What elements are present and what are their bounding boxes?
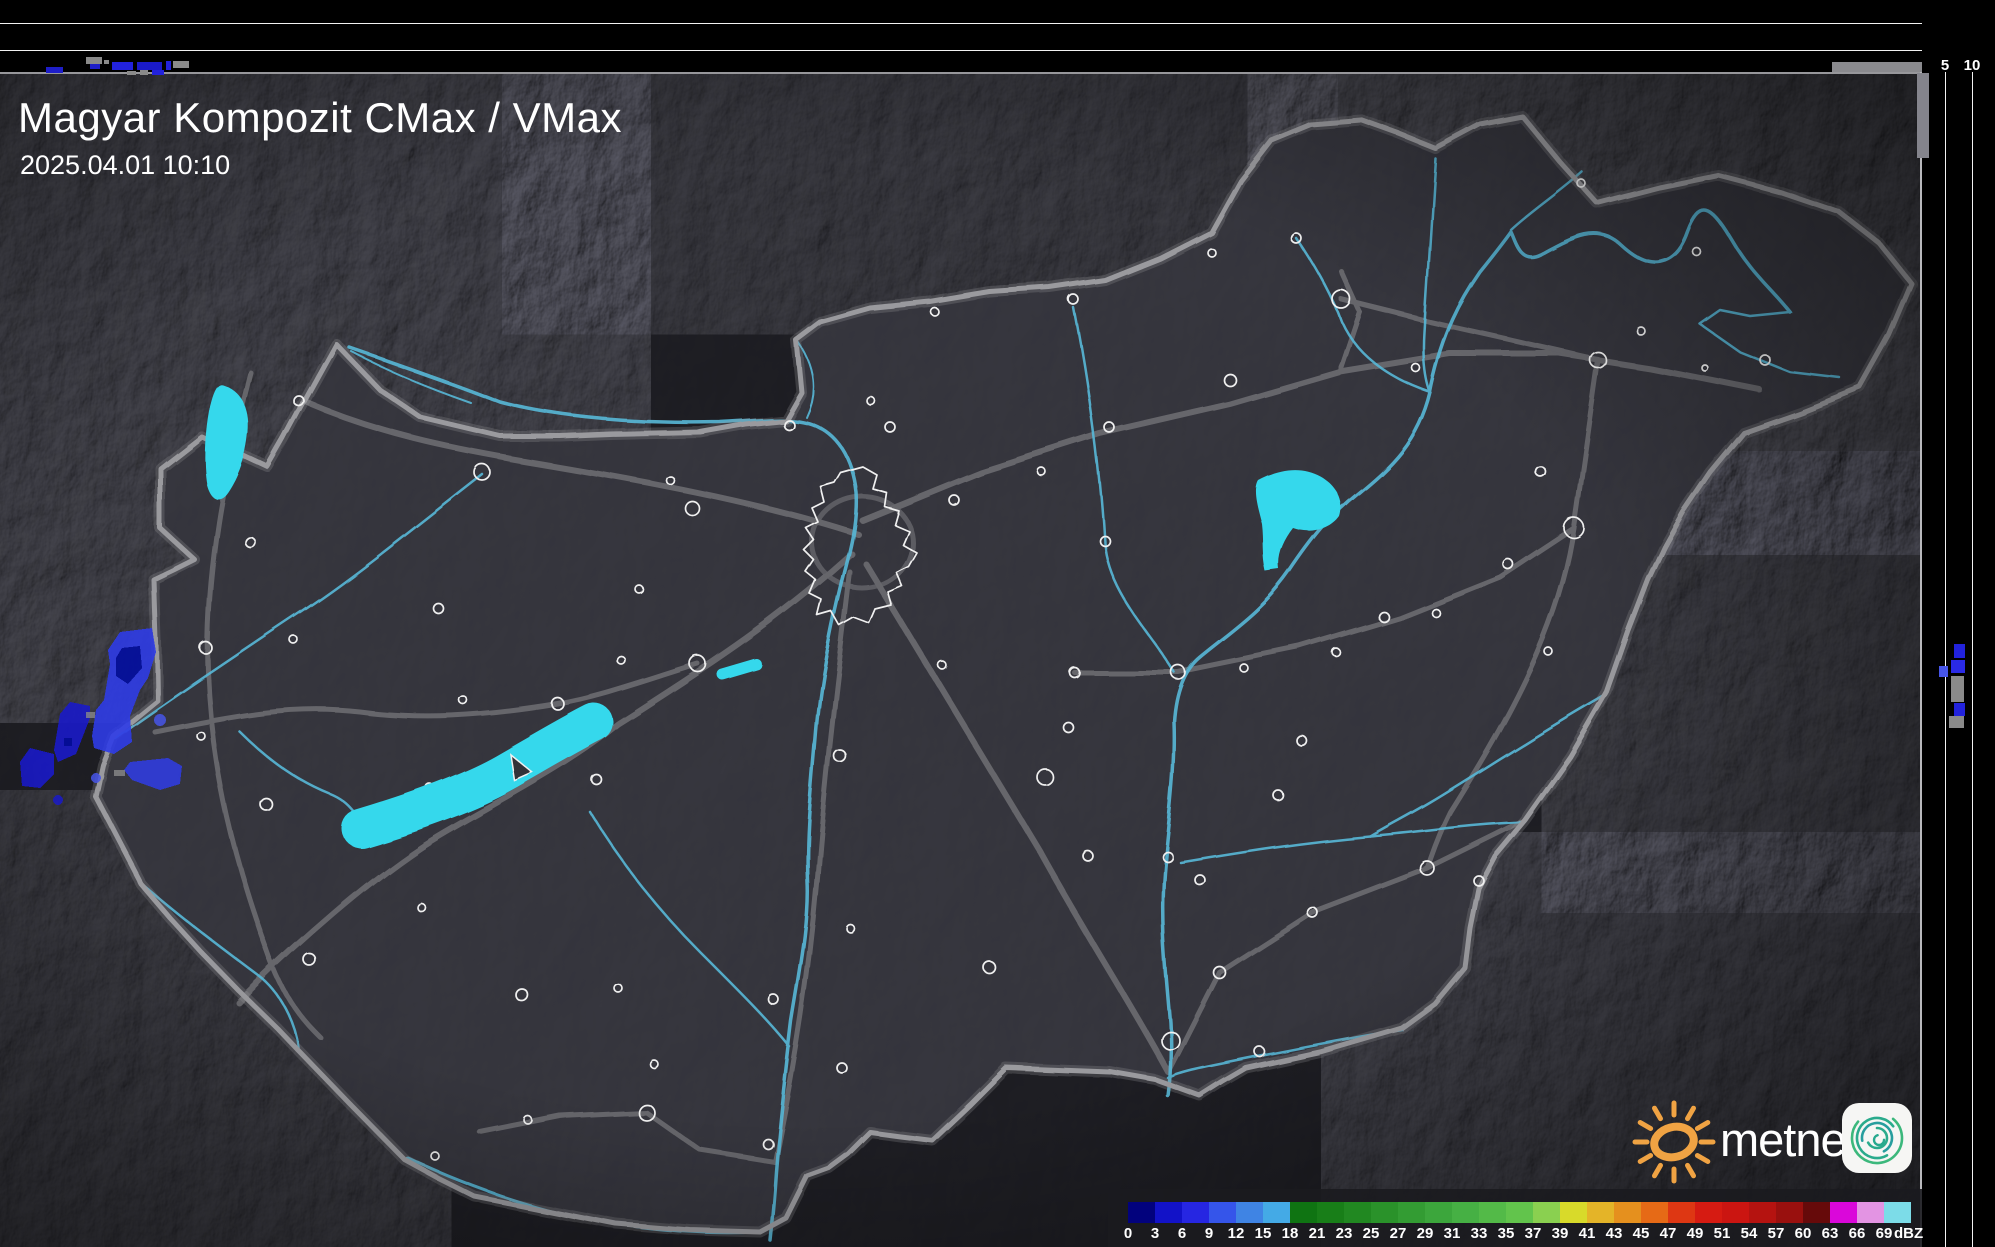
colorbar-tick-label: 15 xyxy=(1254,1225,1272,1242)
history-echo-mark xyxy=(104,60,109,64)
history-gridline-10 xyxy=(0,23,1922,24)
colorbar-tick-label: 35 xyxy=(1497,1225,1515,1242)
colorbar-tick-label: 60 xyxy=(1794,1225,1812,1242)
history-echo-mark xyxy=(152,70,164,75)
map-right-edge xyxy=(1920,72,1922,1247)
colorbar-swatch xyxy=(1182,1202,1209,1223)
colorbar-tick-label: 29 xyxy=(1416,1225,1434,1242)
timestamp-label: 2025.04.01 10:10 xyxy=(20,150,231,180)
colorbar-tick-label: 0 xyxy=(1123,1225,1133,1242)
profile-gridline-5 xyxy=(1945,72,1946,1247)
colorbar-swatch xyxy=(1398,1202,1425,1223)
colorbar-swatch xyxy=(1371,1202,1398,1223)
colorbar-tick-label: 69 xyxy=(1875,1225,1893,1242)
colorbar-swatch xyxy=(1236,1202,1263,1223)
map-top-edge-accent xyxy=(1832,62,1922,72)
history-echo-mark xyxy=(173,61,189,68)
colorbar-swatch xyxy=(1155,1202,1182,1223)
colorbar-tick-label: 18 xyxy=(1281,1225,1299,1242)
colorbar-swatch xyxy=(1128,1202,1155,1223)
history-echo-mark xyxy=(166,61,171,70)
profile-axis-tick: 10 xyxy=(1963,57,1981,74)
colorbar-tick-label: 25 xyxy=(1362,1225,1380,1242)
colorbar-swatch xyxy=(1560,1202,1587,1223)
colorbar-swatch xyxy=(1830,1202,1857,1223)
page-title: Magyar Kompozit CMax / VMax xyxy=(18,94,623,141)
colorbar-swatch xyxy=(1317,1202,1344,1223)
colorbar-tick-label: 6 xyxy=(1177,1225,1187,1242)
profile-echo-mark xyxy=(1949,716,1964,728)
colorbar-swatch xyxy=(1425,1202,1452,1223)
colorbar-swatch xyxy=(1533,1202,1560,1223)
colorbar-tick-label: 3 xyxy=(1150,1225,1160,1242)
colorbar-tick-label: 12 xyxy=(1227,1225,1245,1242)
colorbar-swatch xyxy=(1641,1202,1668,1223)
profile-echo-mark xyxy=(1954,703,1965,716)
colorbar-swatch xyxy=(1209,1202,1236,1223)
map-canvas[interactable] xyxy=(0,72,1922,1247)
colorbar-tick-label: 33 xyxy=(1470,1225,1488,1242)
history-echo-mark xyxy=(90,64,100,69)
colorbar-swatch xyxy=(1506,1202,1533,1223)
profile-echo-mark xyxy=(1951,676,1964,702)
colorbar-tick-label: 23 xyxy=(1335,1225,1353,1242)
profile-echo-mark xyxy=(1954,644,1965,658)
colorbar-unit-label: dBZ xyxy=(1894,1225,1924,1242)
colorbar-tick-label: 43 xyxy=(1605,1225,1623,1242)
colorbar-swatch xyxy=(1290,1202,1317,1223)
dbz-colorbar: 0 3 6 9 12 15 18 21 23 25 27 29 31 33 35 37 39 41 43 45 47 49… xyxy=(1108,1189,1924,1247)
colorbar-tick-label: 66 xyxy=(1848,1225,1866,1242)
colorbar-swatch xyxy=(1776,1202,1803,1223)
radar-history-panel[interactable] xyxy=(0,0,1922,74)
history-echo-mark xyxy=(86,57,102,64)
colorbar-swatch xyxy=(1344,1202,1371,1223)
colorbar-tick-label: 45 xyxy=(1632,1225,1650,1242)
vignette xyxy=(0,72,1922,1247)
history-echo-mark xyxy=(127,71,136,75)
history-echo-mark xyxy=(46,67,63,73)
colorbar-tick-label: 51 xyxy=(1713,1225,1731,1242)
colorbar-swatch xyxy=(1479,1202,1506,1223)
colorbar-swatch xyxy=(1722,1202,1749,1223)
colorbar-tick-label: 21 xyxy=(1308,1225,1326,1242)
colorbar-tick-label: 54 xyxy=(1740,1225,1758,1242)
colorbar-tick-label: 39 xyxy=(1551,1225,1569,1242)
colorbar-swatch xyxy=(1695,1202,1722,1223)
colorbar-tick-label: 41 xyxy=(1578,1225,1596,1242)
colorbar-swatch xyxy=(1587,1202,1614,1223)
colorbar-tick-label: 49 xyxy=(1686,1225,1704,1242)
colorbar-tick-label: 47 xyxy=(1659,1225,1677,1242)
history-echo-mark xyxy=(137,62,162,70)
colorbar-tick-label: 9 xyxy=(1204,1225,1214,1242)
logo-wordmark: metnet xyxy=(1720,1113,1859,1166)
colorbar-swatch xyxy=(1857,1202,1884,1223)
colorbar-swatch xyxy=(1884,1202,1911,1223)
map-right-edge-accent xyxy=(1917,73,1929,158)
colorbar-tick-label: 37 xyxy=(1524,1225,1542,1242)
profile-echo-mark xyxy=(1951,660,1965,673)
spiral-app-icon xyxy=(1842,1103,1912,1173)
colorbar-tick-label: 63 xyxy=(1821,1225,1839,1242)
colorbar-swatch xyxy=(1803,1202,1830,1223)
vertical-profile-panel[interactable] xyxy=(1922,0,1995,1247)
colorbar-swatch xyxy=(1614,1202,1641,1223)
colorbar-tick-label: 31 xyxy=(1443,1225,1461,1242)
history-echo-mark xyxy=(140,70,148,75)
sun-icon xyxy=(1632,1100,1716,1184)
colorbar-tick-label: 57 xyxy=(1767,1225,1785,1242)
hungary-radar-map xyxy=(0,72,1922,1247)
history-echo-mark xyxy=(112,62,133,70)
colorbar-swatch xyxy=(1452,1202,1479,1223)
colorbar-tick-label: 27 xyxy=(1389,1225,1407,1242)
profile-gridline-10 xyxy=(1972,72,1973,1247)
colorbar-swatch xyxy=(1668,1202,1695,1223)
profile-echo-mark xyxy=(1939,666,1948,677)
colorbar-swatch xyxy=(1263,1202,1290,1223)
metnet-logo[interactable]: metnet xyxy=(1628,1098,1913,1184)
history-gridline-5 xyxy=(0,50,1922,51)
colorbar-swatch xyxy=(1749,1202,1776,1223)
profile-axis-tick: 5 xyxy=(1940,57,1950,74)
